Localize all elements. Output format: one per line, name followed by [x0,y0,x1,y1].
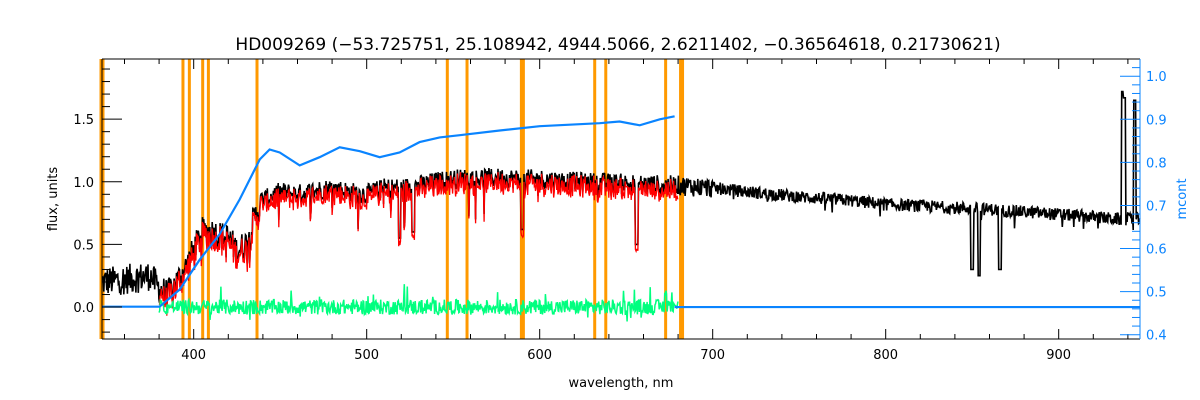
x-tick-label: 500 [354,348,379,363]
y-axis-label: flux, units [46,167,61,232]
x-axis-label: wavelength, nm [569,376,674,391]
y2-tick-label: 0.9 [1146,113,1167,128]
series-group [101,90,1141,322]
x-tick-label: 400 [181,348,206,363]
y2-tick-label: 0.6 [1146,243,1167,258]
mcont-line [101,115,1140,309]
x-tick-label: 700 [700,348,725,363]
y2-tick-label: 0.4 [1146,329,1167,344]
residual-line [158,284,679,322]
x-tick-label: 600 [527,348,552,363]
model-spectrum-line [158,172,679,316]
axes: 400 500 600 700 800 900 0.0 0.5 1.0 1.5 0.4 0.5 0.6 0… [73,58,1167,363]
y-tick-label: 0.0 [73,301,94,316]
y2-tick-label: 0.5 [1146,286,1167,301]
chart-title: HD009269 (−53.725751, 25.108942, 4944.50… [235,35,1000,55]
y2-tick-label: 0.7 [1146,199,1167,214]
x-tick-label: 900 [1046,348,1071,363]
y-tick-label: 1.0 [73,176,94,191]
y2-tick-label: 1.0 [1146,70,1167,85]
y-tick-label: 0.5 [73,238,94,253]
y-tick-label: 1.5 [73,113,94,128]
masked-lines [99,59,685,339]
y2-tick-label: 0.8 [1146,156,1167,171]
y2-axis-label: mcont [1175,178,1190,219]
x-tick-label: 800 [873,348,898,363]
